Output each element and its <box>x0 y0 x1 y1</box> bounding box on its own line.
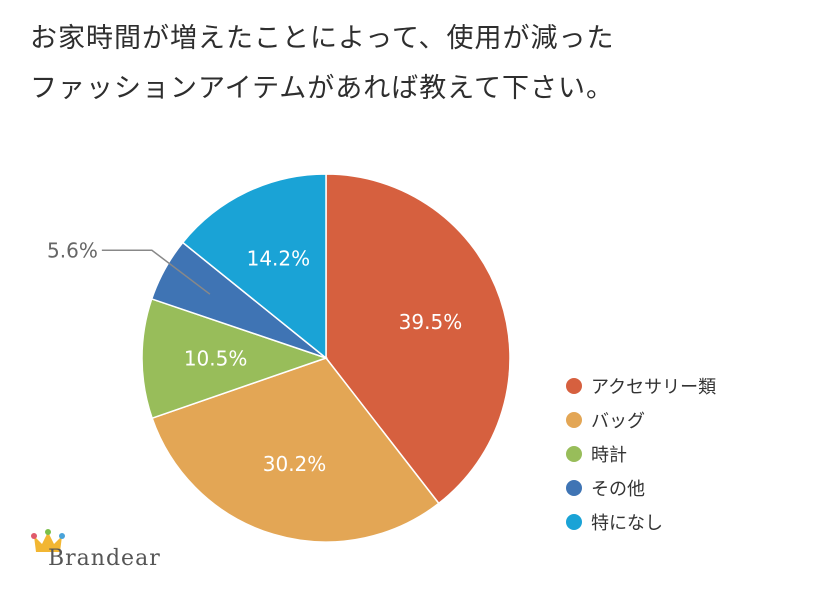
slice-label-1: 30.2% <box>263 452 327 476</box>
crown-icon <box>31 529 65 552</box>
leader-line-3 <box>101 249 211 295</box>
legend-swatch <box>566 378 582 394</box>
legend-label: 時計 <box>591 445 627 466</box>
slice-label-4: 14.2% <box>247 246 311 270</box>
slice-label-0: 39.5% <box>399 310 463 334</box>
title-line-1: お家時間が増えたことによって、使用が減った <box>30 23 615 54</box>
slice-label-3: 5.6% <box>47 238 98 262</box>
slice-label-2: 10.5% <box>184 346 248 370</box>
legend-label: アクセサリー類 <box>591 377 717 398</box>
legend-label: その他 <box>591 479 645 500</box>
chart-title: お家時間が増えたことによって、使用が減った ファッションアイテムがあれば教えて下… <box>30 14 810 114</box>
legend-swatch <box>566 514 582 530</box>
pie-slice-2 <box>141 297 329 420</box>
pie-slice-1 <box>151 357 440 543</box>
legend-label: 特になし <box>591 513 663 534</box>
legend-item-3: その他 <box>566 471 716 505</box>
legend-item-1: バッグ <box>566 403 716 437</box>
pie-slice-4 <box>181 173 327 360</box>
logo-text: Brandear <box>48 546 161 571</box>
legend: アクセサリー類 バッグ時計その他特になし <box>566 369 716 539</box>
brandear-logo: Brandear <box>30 528 180 578</box>
legend-label: バッグ <box>591 411 645 432</box>
title-line-2: ファッションアイテムがあれば教えて下さい。 <box>30 73 614 104</box>
legend-item-2: 時計 <box>566 437 716 471</box>
legend-swatch <box>566 480 582 496</box>
pie-slice-0 <box>325 173 511 505</box>
legend-swatch <box>566 412 582 428</box>
legend-item-4: 特になし <box>566 505 716 539</box>
legend-item-0: アクセサリー類 <box>566 369 716 403</box>
legend-swatch <box>566 446 582 462</box>
